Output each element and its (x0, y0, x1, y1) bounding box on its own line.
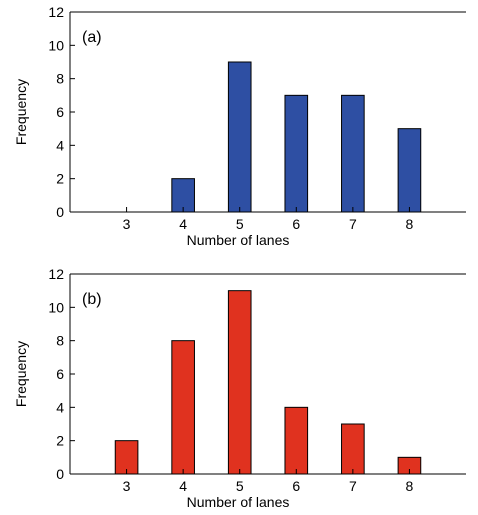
y-tick-label: 8 (56, 333, 64, 349)
bar-6 (284, 406, 309, 475)
y-tick-label: 12 (48, 266, 64, 282)
y-tick-label: 12 (48, 4, 64, 20)
x-axis-label: Number of lanes (187, 494, 290, 510)
x-tick-label: 6 (292, 216, 300, 232)
y-axis-label: Frequency (13, 341, 29, 407)
y-tick-label: 10 (48, 299, 64, 315)
bar-7 (341, 94, 365, 213)
x-tick-label: 8 (406, 478, 414, 494)
y-tick-label: 8 (56, 71, 64, 87)
x-tick-label: 7 (349, 478, 357, 494)
x-tick-label: 4 (179, 478, 187, 494)
y-tick-label: 2 (56, 171, 64, 187)
panel-label: (a) (82, 29, 102, 46)
y-tick-label: 0 (56, 466, 64, 482)
x-tick-label: 3 (123, 216, 131, 232)
y-tick-label: 4 (56, 137, 64, 153)
chart-panel-1: 0 2 4 6 8 10 12 3 4 5 6 7 8 Number of lanes Frequency (… (13, 4, 466, 248)
bar-5 (227, 61, 252, 213)
x-tick-label: 8 (406, 216, 414, 232)
x-tick-label: 6 (292, 478, 300, 494)
x-tick-label: 5 (236, 216, 244, 232)
bar-7 (341, 423, 365, 475)
panel-label: (b) (82, 291, 102, 308)
y-axis-label: Frequency (13, 79, 29, 145)
y-tick-label: 0 (56, 204, 64, 220)
y-tick-label: 6 (56, 366, 64, 382)
x-axis-label: Number of lanes (187, 232, 290, 248)
x-tick-label: 3 (123, 478, 131, 494)
y-tick-label: 10 (48, 37, 64, 53)
y-tick-label: 4 (56, 399, 64, 415)
bar-4 (171, 340, 195, 475)
bar-6 (284, 94, 309, 213)
bar-5 (227, 290, 252, 475)
bar-8 (397, 128, 422, 213)
x-tick-label: 7 (349, 216, 357, 232)
y-tick-label: 6 (56, 104, 64, 120)
x-tick-label: 5 (236, 478, 244, 494)
y-tick-label: 2 (56, 433, 64, 449)
chart-panel-2: 0 2 4 6 8 10 12 3 4 5 6 7 8 Number of lanes Frequency (… (13, 266, 466, 510)
x-tick-label: 4 (179, 216, 187, 232)
